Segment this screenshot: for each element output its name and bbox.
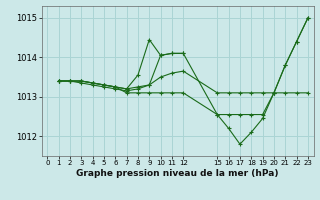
X-axis label: Graphe pression niveau de la mer (hPa): Graphe pression niveau de la mer (hPa) — [76, 169, 279, 178]
